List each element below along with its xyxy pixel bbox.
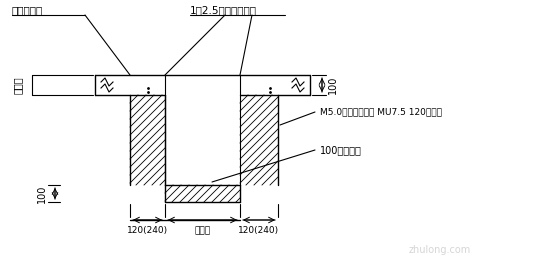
Text: 120(240): 120(240) [127,226,168,235]
Text: 地梁宽: 地梁宽 [195,226,211,235]
Text: 100厚砼垫层: 100厚砼垫层 [320,145,362,155]
Text: 地梁或承台: 地梁或承台 [12,5,43,15]
Text: 地梁深: 地梁深 [13,76,23,94]
Text: 120(240): 120(240) [238,226,280,235]
Text: 100: 100 [328,76,338,94]
Text: zhulong.com: zhulong.com [409,245,471,255]
Text: M5.0水泥砂浆砌筑 MU7.5 120厚砖墙: M5.0水泥砂浆砌筑 MU7.5 120厚砖墙 [320,108,442,116]
Text: 100: 100 [37,184,47,203]
Text: 1：2.5水泥砂浆粉刷: 1：2.5水泥砂浆粉刷 [190,5,257,15]
